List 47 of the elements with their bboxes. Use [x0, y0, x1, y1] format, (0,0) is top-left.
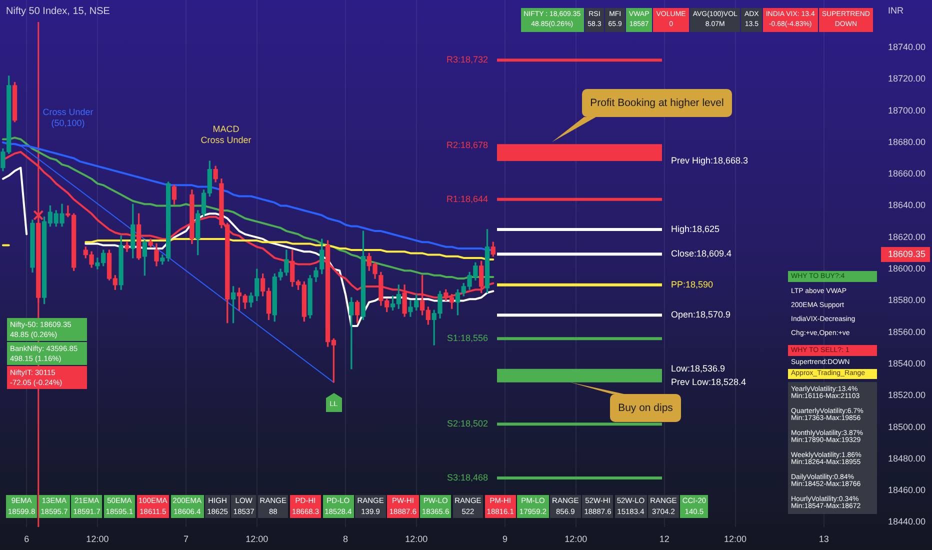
- ref-line-label: PP:18,590: [671, 279, 714, 290]
- x-tick-label: 12: [659, 534, 670, 544]
- y-tick-label: 18520.00: [888, 390, 926, 400]
- band-label: Prev Low:18,528.4: [671, 376, 746, 387]
- y-tick-label: 18680.00: [888, 136, 926, 147]
- y-tick-label: 18620.00: [888, 232, 926, 242]
- y-tick-label: 18660.00: [888, 168, 926, 179]
- x-tick-label: 13: [818, 534, 829, 544]
- ref-line-label: Close:18,609.4: [671, 248, 732, 259]
- y-tick-label: 18740.00: [888, 42, 926, 52]
- y-tick-label: 18560.00: [888, 326, 926, 337]
- ref-line-label: R3:18,732: [446, 54, 488, 65]
- ref-line-label: Open:18,570.9: [671, 310, 731, 320]
- annotation: Low:18,536.9: [671, 363, 726, 374]
- y-tick-label: 18600.00: [888, 264, 926, 274]
- x-tick-label: 12:00: [564, 534, 588, 544]
- y-tick-label: 18720.00: [888, 74, 926, 84]
- y-tick-label: 18480.00: [888, 453, 926, 464]
- y-tick-label: 18640.00: [888, 200, 926, 210]
- ref-line-label: S3:18,468: [446, 472, 488, 482]
- x-tick-label: 6: [24, 534, 30, 544]
- ref-line-label: High:18,625: [671, 224, 720, 234]
- x-tick-label: 12:00: [724, 534, 747, 544]
- x-tick-label: 12:00: [86, 534, 109, 544]
- x-tick-label: 12:00: [405, 534, 428, 544]
- annotation: MACD Cross Under: [200, 124, 252, 145]
- y-tick-label: 18540.00: [888, 358, 926, 368]
- y-tick-label: 18500.00: [888, 422, 926, 432]
- x-tick-label: 9: [502, 534, 508, 544]
- y-axis-title: INR: [888, 5, 904, 16]
- x-tick-label: 7: [184, 534, 189, 544]
- x-tick-label: 12:00: [246, 534, 268, 544]
- y-tick-label: 18700.00: [888, 105, 926, 116]
- y-tick-label: 18460.00: [888, 485, 926, 496]
- y-tick-label: 18580.00: [888, 295, 926, 306]
- ref-line-label: S2:18,502: [446, 418, 488, 429]
- ref-line-label: R1:18,644: [446, 194, 488, 204]
- price-tag: 18609.35: [881, 246, 930, 262]
- ref-line-label: S1:18,556: [446, 333, 488, 344]
- text: Nifty 50 Index, 15, NSE: [6, 6, 110, 17]
- y-tick-label: 18440.00: [888, 516, 926, 527]
- annotation: Cross Under (50,100): [42, 106, 94, 128]
- x-tick-label: 8: [342, 534, 348, 544]
- annotation: Profit Booking at higher level: [582, 88, 732, 117]
- annotation: Buy on dips: [610, 394, 681, 422]
- ref-line-label: R2:18,678: [446, 140, 488, 150]
- band-label: Prev High:18,668.3: [671, 155, 748, 166]
